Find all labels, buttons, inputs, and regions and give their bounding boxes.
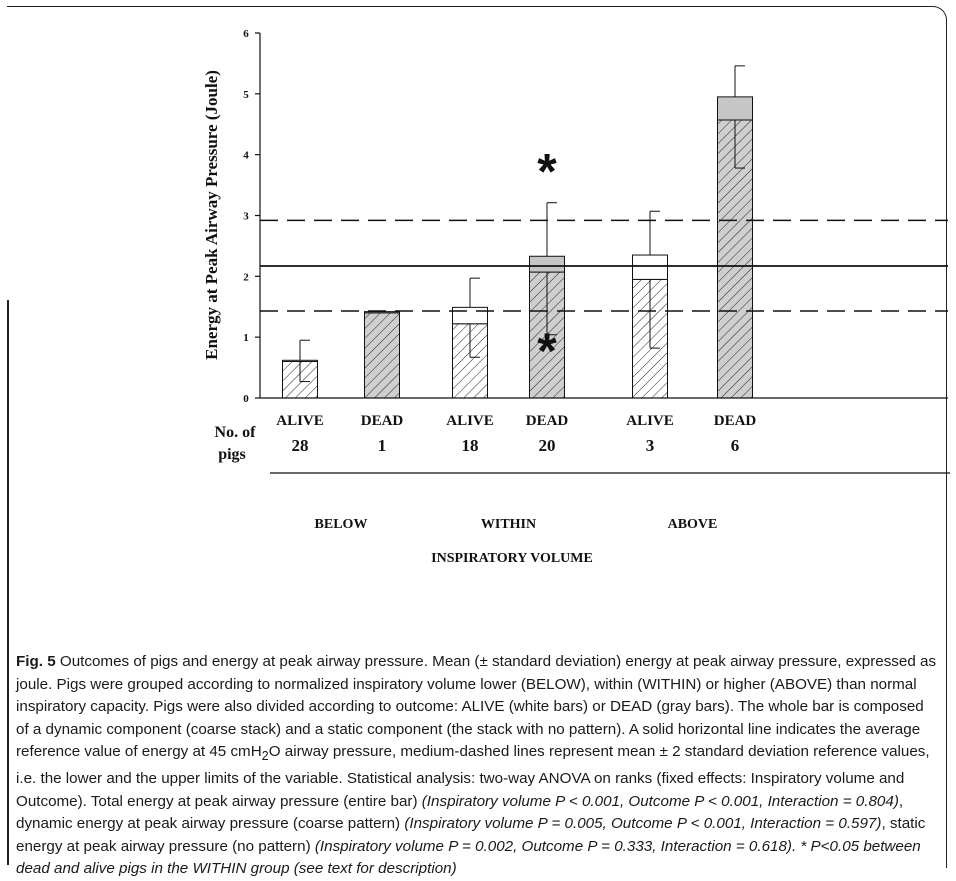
figure-label: Fig. 5 xyxy=(16,653,56,670)
outcome-label: ALIVE xyxy=(626,413,674,429)
y-tick-label: 6 xyxy=(243,28,249,40)
y-tick-label: 0 xyxy=(243,393,249,405)
outcome-label: ALIVE xyxy=(446,413,494,429)
outcome-label: DEAD xyxy=(526,413,569,429)
figure-frame xyxy=(7,6,947,868)
row-label-line2: pigs xyxy=(218,446,246,463)
row-label-line1: No. of xyxy=(215,424,257,441)
y-tick-label: 4 xyxy=(243,150,249,162)
caption-subscript: 2 xyxy=(261,749,269,764)
bar-chart: 0 1 2 3 4 5 6 Energy at Peak Airway Pressure (J… xyxy=(202,28,950,566)
pig-count: 1 xyxy=(378,436,387,455)
pig-count: 20 xyxy=(539,436,556,455)
outcome-label: DEAD xyxy=(361,413,404,429)
significance-star-inner: * xyxy=(537,323,557,379)
pig-count: 3 xyxy=(646,436,655,455)
caption-stats-total: (Inspiratory volume P < 0.001, Outcome P… xyxy=(421,792,899,810)
y-tick-label: 2 xyxy=(243,271,249,283)
caption-text-2: , dynamic energy at peak airway pressure… xyxy=(16,792,904,833)
pig-count: 6 xyxy=(731,436,740,455)
bar-static xyxy=(364,311,400,314)
caption-text-main: Outcomes of pigs and energy at peak airw… xyxy=(16,653,937,761)
group-label: ABOVE xyxy=(668,517,718,532)
figure-left-rule xyxy=(7,300,9,865)
caption-stats-dynamic: (Inspiratory volume P = 0.005, Outcome P… xyxy=(404,815,882,833)
group-label: BELOW xyxy=(315,517,368,532)
bar-static xyxy=(632,254,668,280)
significance-star-top: * xyxy=(537,144,557,200)
figure-caption: Fig. 5 Outcomes of pigs and energy at pe… xyxy=(16,651,940,881)
y-tick-label: 5 xyxy=(243,89,249,101)
y-tick-label: 3 xyxy=(243,211,249,223)
bar-static xyxy=(282,359,318,362)
pig-count: 18 xyxy=(462,436,479,455)
caption-text-after-sub: O airway pressure, medium-dashed lines r… xyxy=(16,743,930,810)
caption-text-3: , static energy at peak airway pressure … xyxy=(16,815,926,855)
outcome-label: DEAD xyxy=(714,413,757,429)
x-axis-title: INSPIRATORY VOLUME xyxy=(431,551,593,566)
bar-static xyxy=(717,96,753,121)
bar-static xyxy=(452,306,488,325)
group-label: WITHIN xyxy=(481,517,536,532)
outcome-label: ALIVE xyxy=(276,413,324,429)
bar-static xyxy=(529,255,565,273)
bar-dynamic xyxy=(364,312,400,399)
y-tick-label: 1 xyxy=(243,332,249,344)
y-axis-title: Energy at Peak Airway Pressure (Joule) xyxy=(202,70,221,360)
pig-count: 28 xyxy=(292,436,309,455)
